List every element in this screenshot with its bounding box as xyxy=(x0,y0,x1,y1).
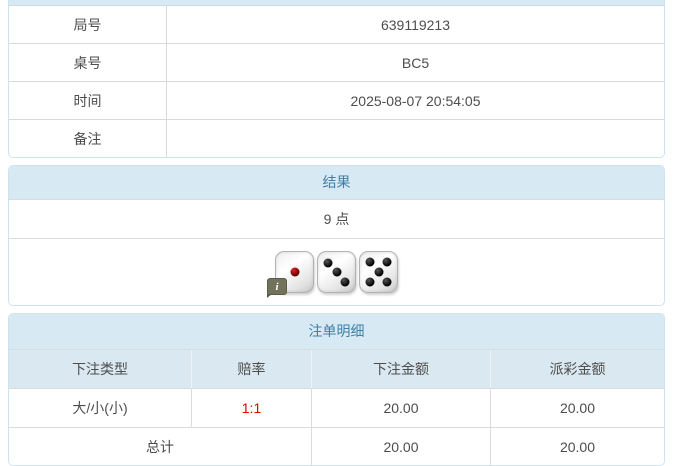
dice-row: i xyxy=(9,238,664,305)
bet-table-header-row: 下注类型 赔率 下注金额 派彩金额 xyxy=(9,349,664,388)
result-panel: 结果 9 点 i xyxy=(8,165,665,306)
die-1-icon: i xyxy=(267,251,314,298)
total-label: 总计 xyxy=(9,428,312,465)
odds-value: 1:1 xyxy=(192,389,312,427)
bet-table-total-row: 总计 20.00 20.00 xyxy=(9,427,664,465)
table-id-label: 桌号 xyxy=(9,44,167,81)
table-row: 备注 xyxy=(9,119,664,157)
die-5-icon xyxy=(359,251,398,293)
bet-type-value: 大/小(小) xyxy=(9,389,192,427)
table-id-value: BC5 xyxy=(401,54,430,71)
result-points: 9 点 xyxy=(9,199,664,238)
bet-table-row: 大/小(小) 1:1 20.00 20.00 xyxy=(9,388,664,427)
bet-details-title: 注单明细 xyxy=(9,314,664,349)
time-value: 2025-08-07 20:54:05 xyxy=(350,92,481,109)
column-header-bet-amount: 下注金额 xyxy=(312,350,491,388)
bet-amount-value: 20.00 xyxy=(312,389,491,427)
total-payout: 20.00 xyxy=(559,438,596,455)
table-row: 桌号 BC5 xyxy=(9,43,664,81)
result-panel-title: 结果 xyxy=(9,166,664,199)
remark-value xyxy=(167,120,664,157)
table-row: 时间 2025-08-07 20:54:05 xyxy=(9,81,664,119)
bet-details-panel: 注单明细 下注类型 赔率 下注金额 派彩金额 大/小(小) 1:1 20.00 … xyxy=(8,313,665,466)
die-3-icon xyxy=(317,251,356,293)
payout-value: 20.00 xyxy=(559,400,596,416)
remark-label: 备注 xyxy=(9,120,167,157)
total-bet-amount: 20.00 xyxy=(312,428,491,465)
column-header-payout: 派彩金额 xyxy=(549,361,606,377)
info-icon: i xyxy=(267,278,287,298)
game-id-label: 局号 xyxy=(9,6,167,43)
game-id-value: 639119213 xyxy=(380,16,451,33)
table-row: 局号 639119213 xyxy=(9,5,664,43)
column-header-odds: 赔率 xyxy=(192,350,312,388)
game-info-panel: 局号 639119213 桌号 BC5 时间 2025-08-07 20:54:… xyxy=(8,0,665,158)
column-header-bet-type: 下注类型 xyxy=(9,350,192,388)
time-label: 时间 xyxy=(9,82,167,119)
game-info-panel-header-strip xyxy=(9,0,664,5)
